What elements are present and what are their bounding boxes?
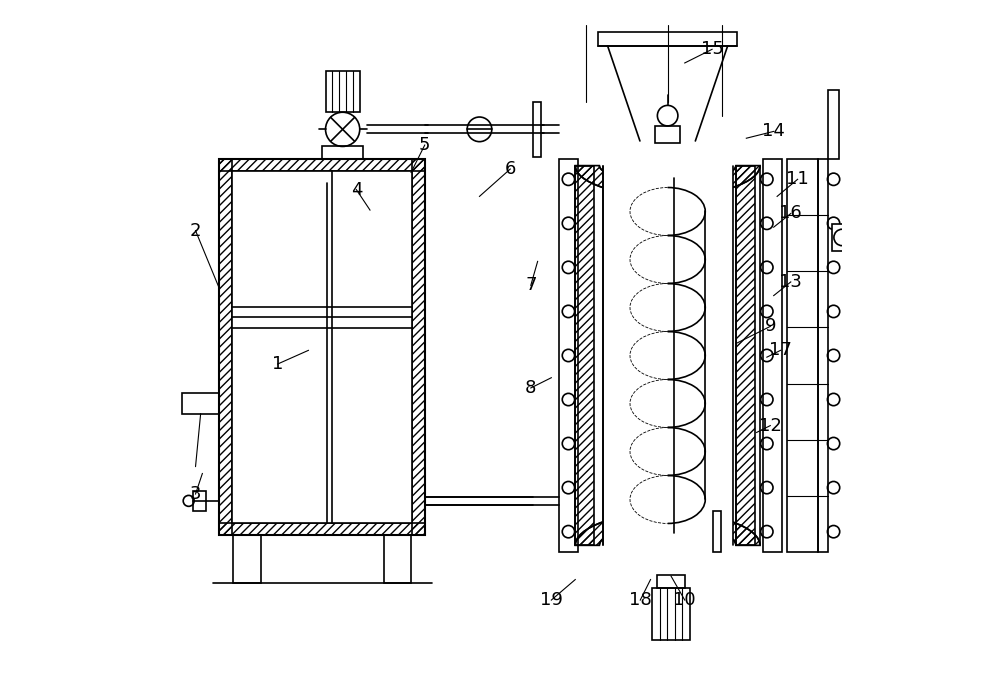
Polygon shape: [603, 166, 733, 182]
Text: 1: 1: [272, 355, 283, 373]
Text: 4: 4: [351, 181, 362, 199]
Polygon shape: [603, 525, 733, 545]
Text: 14: 14: [762, 122, 785, 140]
Text: 19: 19: [540, 591, 563, 609]
FancyBboxPatch shape: [832, 224, 852, 251]
Text: 18: 18: [629, 591, 652, 609]
Text: 3: 3: [190, 485, 201, 503]
Text: 17: 17: [769, 341, 792, 359]
Text: 9: 9: [765, 317, 776, 335]
FancyBboxPatch shape: [603, 166, 733, 545]
Text: 11: 11: [786, 170, 809, 188]
Text: 12: 12: [759, 416, 782, 435]
Text: 2: 2: [190, 222, 201, 240]
Text: 15: 15: [701, 41, 724, 58]
FancyBboxPatch shape: [232, 171, 412, 523]
Text: 8: 8: [525, 379, 536, 397]
Text: 5: 5: [419, 136, 430, 154]
Text: 13: 13: [779, 273, 802, 291]
Text: 6: 6: [505, 160, 516, 178]
Text: 7: 7: [525, 276, 537, 294]
Text: 10: 10: [673, 591, 696, 609]
Text: 16: 16: [779, 205, 802, 223]
